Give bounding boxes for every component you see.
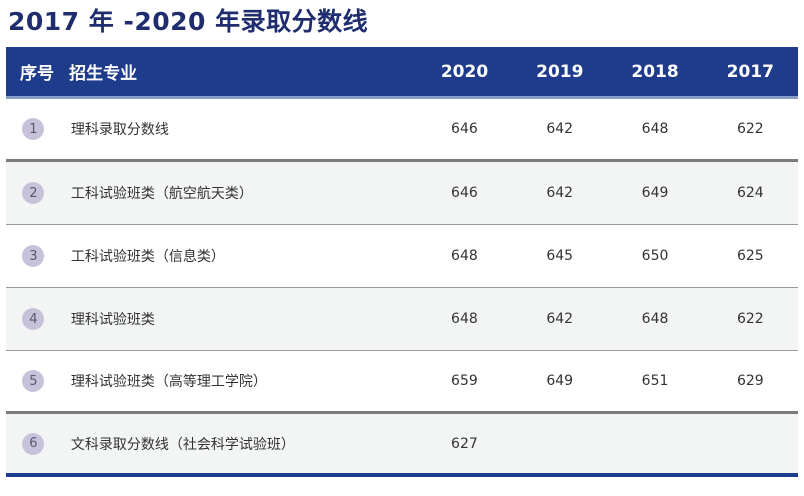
row-major: 文科录取分数线（社会科学试验班） (70, 436, 295, 453)
table-header: 序号 招生专业 2020 2019 2018 2017 (6, 47, 798, 99)
row-major: 工科试验班类（信息类） (70, 249, 225, 265)
header-index: 序号 (20, 64, 54, 84)
table-row: 3 工科试验班类（信息类） 648 645 650 625 (6, 225, 798, 288)
header-year-2020: 2020 (440, 61, 489, 82)
score-cell: 648 (641, 121, 669, 137)
score-cell: 650 (641, 248, 669, 264)
score-cell: 646 (451, 185, 478, 201)
score-cell: 648 (451, 311, 478, 327)
score-cell: 651 (641, 373, 669, 389)
header-year-2019: 2019 (536, 61, 584, 82)
page-title: 2017 年 -2020 年录取分数线 (8, 7, 369, 36)
score-cell: 629 (736, 373, 764, 389)
row-index-badge: 3 (22, 245, 45, 267)
table-row: 5 理科试验班类（高等理工学院） 659 649 651 629 (6, 351, 798, 414)
score-cell: 627 (451, 435, 478, 452)
table-row: 2 工科试验班类（航空航天类） 646 642 649 624 (6, 162, 798, 225)
score-cell: 649 (546, 373, 574, 389)
row-index-badge: 4 (22, 308, 45, 330)
score-cell: 642 (546, 121, 574, 137)
score-cell: 648 (641, 311, 669, 327)
score-cell: 648 (451, 248, 478, 264)
score-cell: 625 (736, 248, 764, 264)
row-major: 理科试验班类 (70, 312, 155, 328)
row-index-badge: 1 (22, 118, 45, 140)
score-cell: 646 (451, 121, 478, 137)
header-major: 招生专业 (69, 64, 138, 84)
row-index-badge: 6 (22, 432, 45, 455)
score-cell: 622 (736, 121, 764, 137)
score-cell: 659 (451, 373, 478, 389)
score-table: 序号 招生专业 2020 2019 2018 2017 1 理科录取分数线 64… (6, 47, 798, 477)
score-cell: 642 (546, 185, 574, 201)
table-row: 4 理科试验班类 648 642 648 622 (6, 288, 798, 351)
header-year-2018: 2018 (631, 61, 679, 82)
row-major: 理科试验班类（高等理工学院） (70, 374, 267, 390)
score-cell: 624 (736, 185, 764, 201)
score-cell: 649 (641, 185, 669, 201)
header-year-2017: 2017 (726, 61, 774, 82)
score-cell: 645 (546, 248, 574, 264)
row-major: 理科录取分数线 (70, 122, 169, 138)
row-major: 工科试验班类（航空航天类） (70, 186, 253, 202)
score-cell: 622 (736, 311, 764, 327)
row-index-badge: 2 (22, 182, 45, 204)
table-row: 1 理科录取分数线 646 642 648 622 (6, 99, 798, 162)
score-cell: 642 (546, 311, 574, 327)
row-index-badge: 5 (22, 370, 45, 392)
table-row: 6 文科录取分数线（社会科学试验班） 627 (6, 414, 798, 477)
